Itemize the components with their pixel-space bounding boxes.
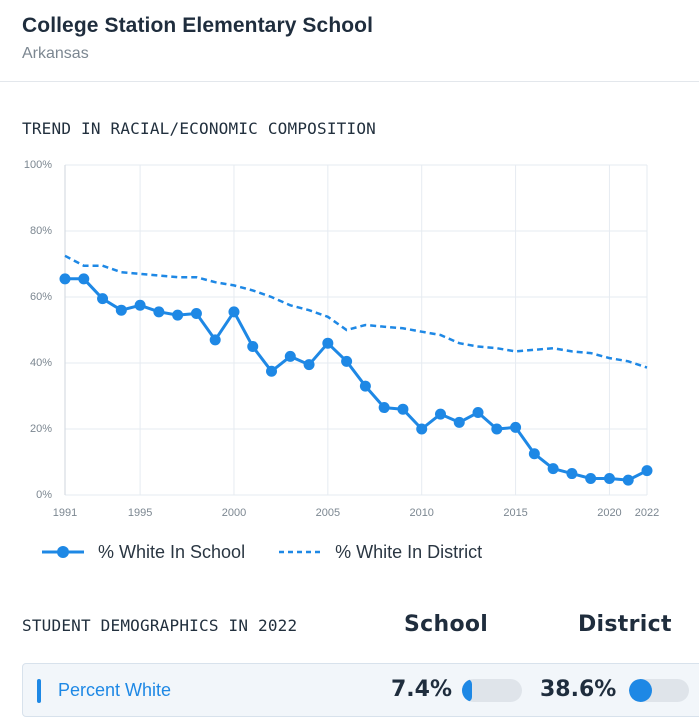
data-point-school [453, 416, 465, 428]
x-tick-label: 2015 [503, 507, 527, 519]
series-line-district [64, 254, 648, 369]
data-point-school [397, 403, 409, 415]
legend-item-district: % White In District [277, 542, 482, 563]
legend-district-label: % White In District [335, 541, 483, 562]
demographics-col-district: District [578, 612, 672, 637]
school-progress-fill [462, 679, 472, 702]
y-tick-label: 40% [30, 357, 52, 369]
x-tick-label: 2020 [597, 507, 621, 519]
data-point-school [603, 473, 615, 484]
school-name: College Station Elementary School [22, 14, 374, 37]
data-point-school [303, 359, 315, 371]
legend-district-swatch-icon [279, 550, 322, 554]
x-tick-label: 2022 [635, 507, 659, 519]
data-point-school [78, 273, 90, 285]
data-point-school [190, 308, 202, 319]
data-point-school [472, 407, 484, 418]
demographics-col-school: School [404, 612, 489, 637]
legend-school-swatch-icon [42, 546, 84, 558]
x-tick-label: 1991 [53, 507, 77, 519]
y-tick-label: 60% [30, 291, 52, 303]
series-line-school [65, 277, 648, 482]
data-point-school [547, 463, 559, 475]
y-tick-label: 100% [24, 159, 52, 171]
x-tick-label: 1995 [128, 507, 152, 519]
data-point-school [284, 350, 296, 362]
data-point-school [247, 341, 259, 352]
x-tick-label: 2010 [409, 507, 433, 519]
y-tick-label: 0% [36, 489, 52, 501]
data-point-school [622, 474, 634, 486]
row-label[interactable]: Percent White [58, 680, 172, 700]
school-header: College Station Elementary School Arkans… [0, 0, 699, 82]
data-point-school [378, 402, 390, 414]
legend-school-label: % White In School [98, 541, 246, 562]
x-tick-label: 2005 [316, 507, 340, 519]
data-point-school [322, 337, 334, 349]
legend-item-school: % White In School [40, 542, 245, 563]
data-point-school [172, 309, 184, 321]
trend-chart: 0% 20% 40% 60% 80% 100% 1991 1995 2000 2005 2010 20… [24, 159, 659, 519]
data-point-school [416, 423, 428, 435]
district-value: 38.6% [540, 677, 617, 702]
demographics-row-percent-white[interactable]: Percent White 7.4% 38.6% [22, 663, 699, 717]
data-point-school [266, 365, 278, 377]
x-tick-label: 2000 [222, 507, 246, 519]
demographics-section-title: STUDENT DEMOGRAPHICS IN 2022 [22, 616, 298, 635]
row-accent-bar [37, 679, 41, 703]
data-point-school [641, 465, 653, 477]
data-point-school [585, 473, 597, 484]
trend-section-title: TREND IN RACIAL/ECONOMIC COMPOSITION [22, 119, 376, 138]
data-point-school [134, 299, 146, 311]
data-point-school [115, 304, 127, 316]
y-tick-label: 80% [30, 225, 52, 237]
data-point-school [434, 408, 446, 420]
data-point-school [528, 448, 540, 460]
school-progress-pill [462, 679, 522, 702]
data-point-school [341, 355, 353, 367]
data-point-school [566, 468, 578, 480]
data-point-school [491, 423, 503, 435]
data-point-school [228, 306, 240, 318]
data-point-school [510, 421, 522, 433]
school-state: Arkansas [22, 45, 89, 62]
data-point-school [97, 293, 109, 305]
chart-legend: % White In School % White In District [40, 540, 514, 564]
y-tick-label: 20% [30, 423, 52, 435]
data-point-school [209, 334, 221, 346]
district-progress-pill [629, 679, 689, 702]
data-point-school [153, 306, 165, 318]
district-progress-fill [629, 679, 653, 702]
data-point-school [359, 380, 371, 392]
data-point-school [59, 273, 71, 285]
school-value: 7.4% [391, 677, 453, 702]
